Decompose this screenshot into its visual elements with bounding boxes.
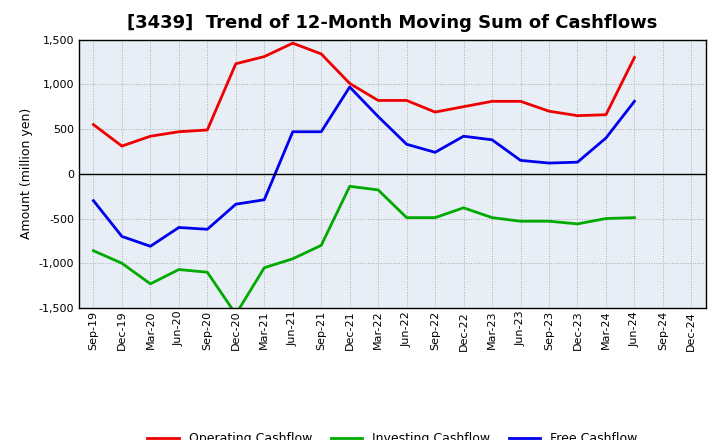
Free Cashflow xyxy=(431,150,439,155)
Free Cashflow xyxy=(346,84,354,90)
Operating Cashflow xyxy=(516,99,525,104)
Investing Cashflow xyxy=(146,281,155,286)
Free Cashflow xyxy=(117,234,126,239)
Operating Cashflow xyxy=(146,134,155,139)
Operating Cashflow xyxy=(174,129,183,134)
Investing Cashflow xyxy=(117,260,126,266)
Free Cashflow xyxy=(203,227,212,232)
Operating Cashflow xyxy=(289,40,297,46)
Operating Cashflow xyxy=(346,81,354,86)
Operating Cashflow xyxy=(203,127,212,132)
Free Cashflow xyxy=(573,160,582,165)
Operating Cashflow xyxy=(573,113,582,118)
Free Cashflow xyxy=(516,158,525,163)
Investing Cashflow xyxy=(402,215,411,220)
Operating Cashflow xyxy=(89,122,98,127)
Free Cashflow xyxy=(260,197,269,202)
Investing Cashflow xyxy=(573,221,582,227)
Investing Cashflow xyxy=(374,187,382,193)
Investing Cashflow xyxy=(89,248,98,253)
Operating Cashflow xyxy=(459,104,468,109)
Operating Cashflow xyxy=(117,143,126,149)
Free Cashflow xyxy=(146,244,155,249)
Free Cashflow xyxy=(487,137,496,143)
Free Cashflow xyxy=(232,202,240,207)
Y-axis label: Amount (million yen): Amount (million yen) xyxy=(20,108,33,239)
Free Cashflow xyxy=(89,198,98,203)
Investing Cashflow xyxy=(317,243,325,248)
Investing Cashflow xyxy=(203,270,212,275)
Operating Cashflow xyxy=(630,55,639,60)
Operating Cashflow xyxy=(545,109,554,114)
Investing Cashflow xyxy=(602,216,611,221)
Investing Cashflow xyxy=(289,256,297,261)
Operating Cashflow xyxy=(402,98,411,103)
Investing Cashflow xyxy=(487,215,496,220)
Operating Cashflow xyxy=(260,54,269,59)
Operating Cashflow xyxy=(232,61,240,66)
Line: Investing Cashflow: Investing Cashflow xyxy=(94,186,634,314)
Legend: Operating Cashflow, Investing Cashflow, Free Cashflow: Operating Cashflow, Investing Cashflow, … xyxy=(143,427,642,440)
Free Cashflow xyxy=(545,161,554,166)
Investing Cashflow xyxy=(260,265,269,270)
Investing Cashflow xyxy=(232,312,240,317)
Investing Cashflow xyxy=(174,267,183,272)
Free Cashflow xyxy=(317,129,325,134)
Free Cashflow xyxy=(602,136,611,141)
Line: Operating Cashflow: Operating Cashflow xyxy=(94,43,634,146)
Operating Cashflow xyxy=(431,110,439,115)
Free Cashflow xyxy=(630,99,639,104)
Investing Cashflow xyxy=(516,219,525,224)
Free Cashflow xyxy=(374,114,382,119)
Operating Cashflow xyxy=(487,99,496,104)
Investing Cashflow xyxy=(346,183,354,189)
Title: [3439]  Trend of 12-Month Moving Sum of Cashflows: [3439] Trend of 12-Month Moving Sum of C… xyxy=(127,15,657,33)
Investing Cashflow xyxy=(431,215,439,220)
Investing Cashflow xyxy=(545,219,554,224)
Operating Cashflow xyxy=(317,51,325,57)
Free Cashflow xyxy=(289,129,297,134)
Operating Cashflow xyxy=(602,112,611,117)
Operating Cashflow xyxy=(374,98,382,103)
Free Cashflow xyxy=(174,225,183,230)
Investing Cashflow xyxy=(459,205,468,210)
Line: Free Cashflow: Free Cashflow xyxy=(94,87,634,246)
Free Cashflow xyxy=(459,134,468,139)
Investing Cashflow xyxy=(630,215,639,220)
Free Cashflow xyxy=(402,142,411,147)
